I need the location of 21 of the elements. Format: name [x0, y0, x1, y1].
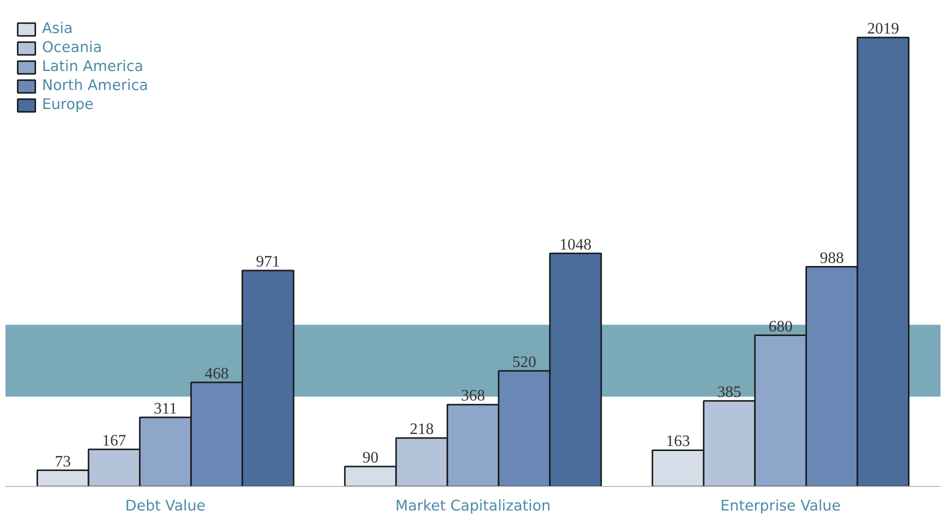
data-label: 311	[154, 400, 178, 418]
data-label: 1048	[560, 236, 592, 254]
x-tick-label: Debt Value	[125, 498, 206, 514]
data-label: 90	[362, 449, 378, 466]
data-label: 2019	[867, 20, 900, 38]
data-label: 167	[102, 432, 126, 450]
legend-label: Europe	[42, 96, 94, 113]
data-label: 520	[512, 354, 536, 371]
data-label: 971	[256, 254, 280, 271]
legend-label: Oceania	[42, 39, 102, 56]
legend-label: Asia	[42, 20, 73, 37]
data-label: 163	[666, 433, 690, 450]
legend-label: Latin America	[42, 58, 144, 75]
data-label: 73	[54, 453, 71, 470]
x-tick-label: Market Capitalization	[395, 498, 551, 514]
data-label: 988	[820, 250, 844, 267]
data-label: 218	[410, 421, 434, 438]
legend-label: North America	[42, 77, 148, 94]
x-tick-label: Enterprise Value	[720, 498, 841, 514]
data-label: 368	[461, 388, 485, 405]
data-label: 468	[204, 365, 229, 382]
